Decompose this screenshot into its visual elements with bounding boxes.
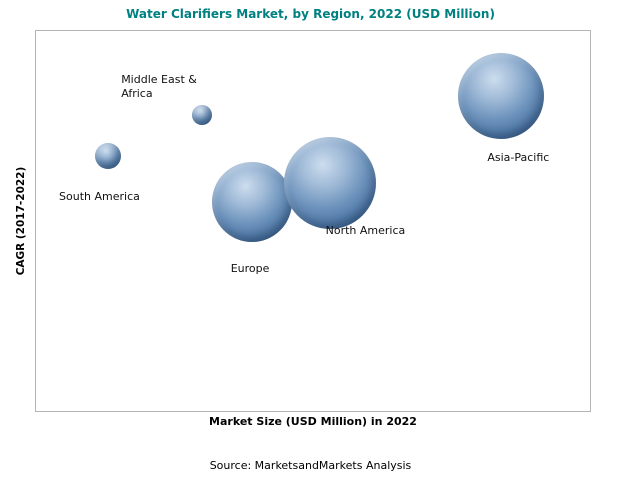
x-axis-label: Market Size (USD Million) in 2022 bbox=[209, 415, 417, 428]
bubble-label-north-america: North America bbox=[325, 224, 406, 237]
plot-area: South America Middle East & Africa Europe N… bbox=[35, 30, 591, 412]
bubble-label-south-america: South America bbox=[59, 190, 140, 204]
bubble-label-europe: Europe bbox=[230, 262, 270, 275]
bubble-label-asia-pacific: Asia-Pacific bbox=[487, 150, 550, 164]
bubble-asia-pacific bbox=[458, 52, 545, 139]
y-axis-label: CAGR (2017-2022) bbox=[15, 166, 27, 276]
bubble-middle-east-africa bbox=[192, 104, 213, 125]
bubble-label-middle-east-africa: Middle East & Africa bbox=[121, 72, 197, 100]
source-text: Source: MarketsandMarkets Analysis bbox=[209, 459, 412, 472]
chart-title: Water Clarifiers Market, by Region, 2022… bbox=[126, 7, 495, 21]
bubble-north-america bbox=[283, 137, 376, 229]
bubble-south-america bbox=[95, 143, 122, 170]
bubble-europe bbox=[212, 162, 293, 242]
